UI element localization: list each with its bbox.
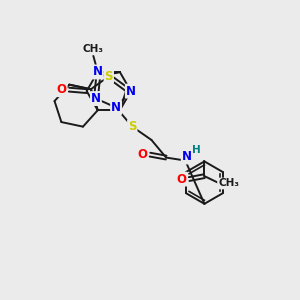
Text: O: O bbox=[177, 172, 187, 186]
Text: N: N bbox=[93, 65, 103, 79]
Text: CH₃: CH₃ bbox=[83, 44, 104, 54]
Text: O: O bbox=[57, 83, 67, 96]
Text: S: S bbox=[128, 120, 136, 133]
Text: N: N bbox=[91, 92, 101, 105]
Text: N: N bbox=[126, 85, 136, 98]
Text: N: N bbox=[111, 101, 121, 114]
Text: N: N bbox=[182, 151, 192, 164]
Text: H: H bbox=[192, 145, 201, 155]
Text: CH₃: CH₃ bbox=[218, 178, 239, 188]
Text: O: O bbox=[138, 148, 148, 161]
Text: S: S bbox=[104, 70, 113, 83]
